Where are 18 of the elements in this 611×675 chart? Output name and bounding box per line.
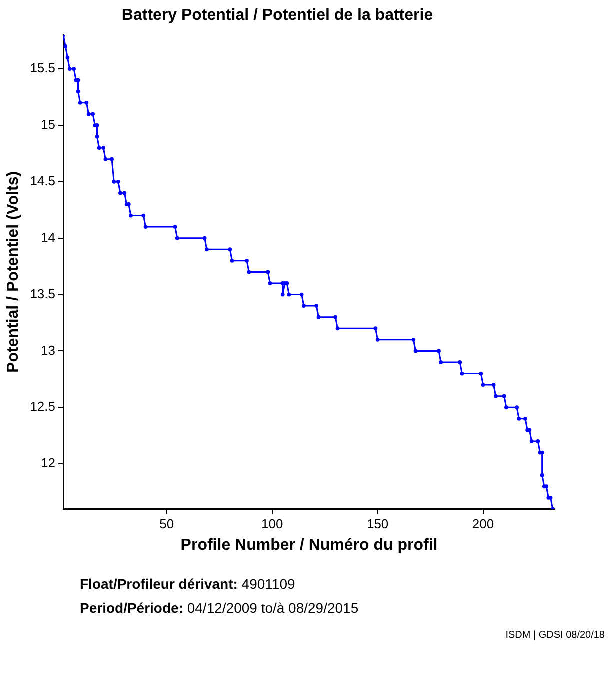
y-tick-label: 15.5 [30,60,56,76]
y-tick-label: 14.5 [30,173,56,188]
text: Float/Profileur dérivant: 4901109 [80,576,296,592]
text: ISDM | GDSI 08/20/18 [506,630,605,641]
y-tick-label: 14 [41,230,56,245]
x-axis-title: Profile Number / Numéro du profil [180,536,438,554]
y-tick-label: 15 [41,117,56,132]
y-tick-label: 12.5 [30,399,56,414]
y-tick-label: 13 [41,342,56,358]
y-axis-title: Potential / Potentiel (Volts) [5,171,22,373]
x-tick-label: 200 [472,516,494,532]
x-tick-label: 100 [261,516,284,532]
text: Period/Période: 04/12/2009 to/à 08/29/2015 [80,600,359,616]
x-tick-label: 50 [160,516,174,532]
y-tick-label: 13.5 [30,286,56,302]
x-tick-label: 150 [366,516,389,532]
chart-title: Battery Potential / Potentiel de la batterie [122,7,434,24]
y-tick-label: 12 [41,456,56,471]
